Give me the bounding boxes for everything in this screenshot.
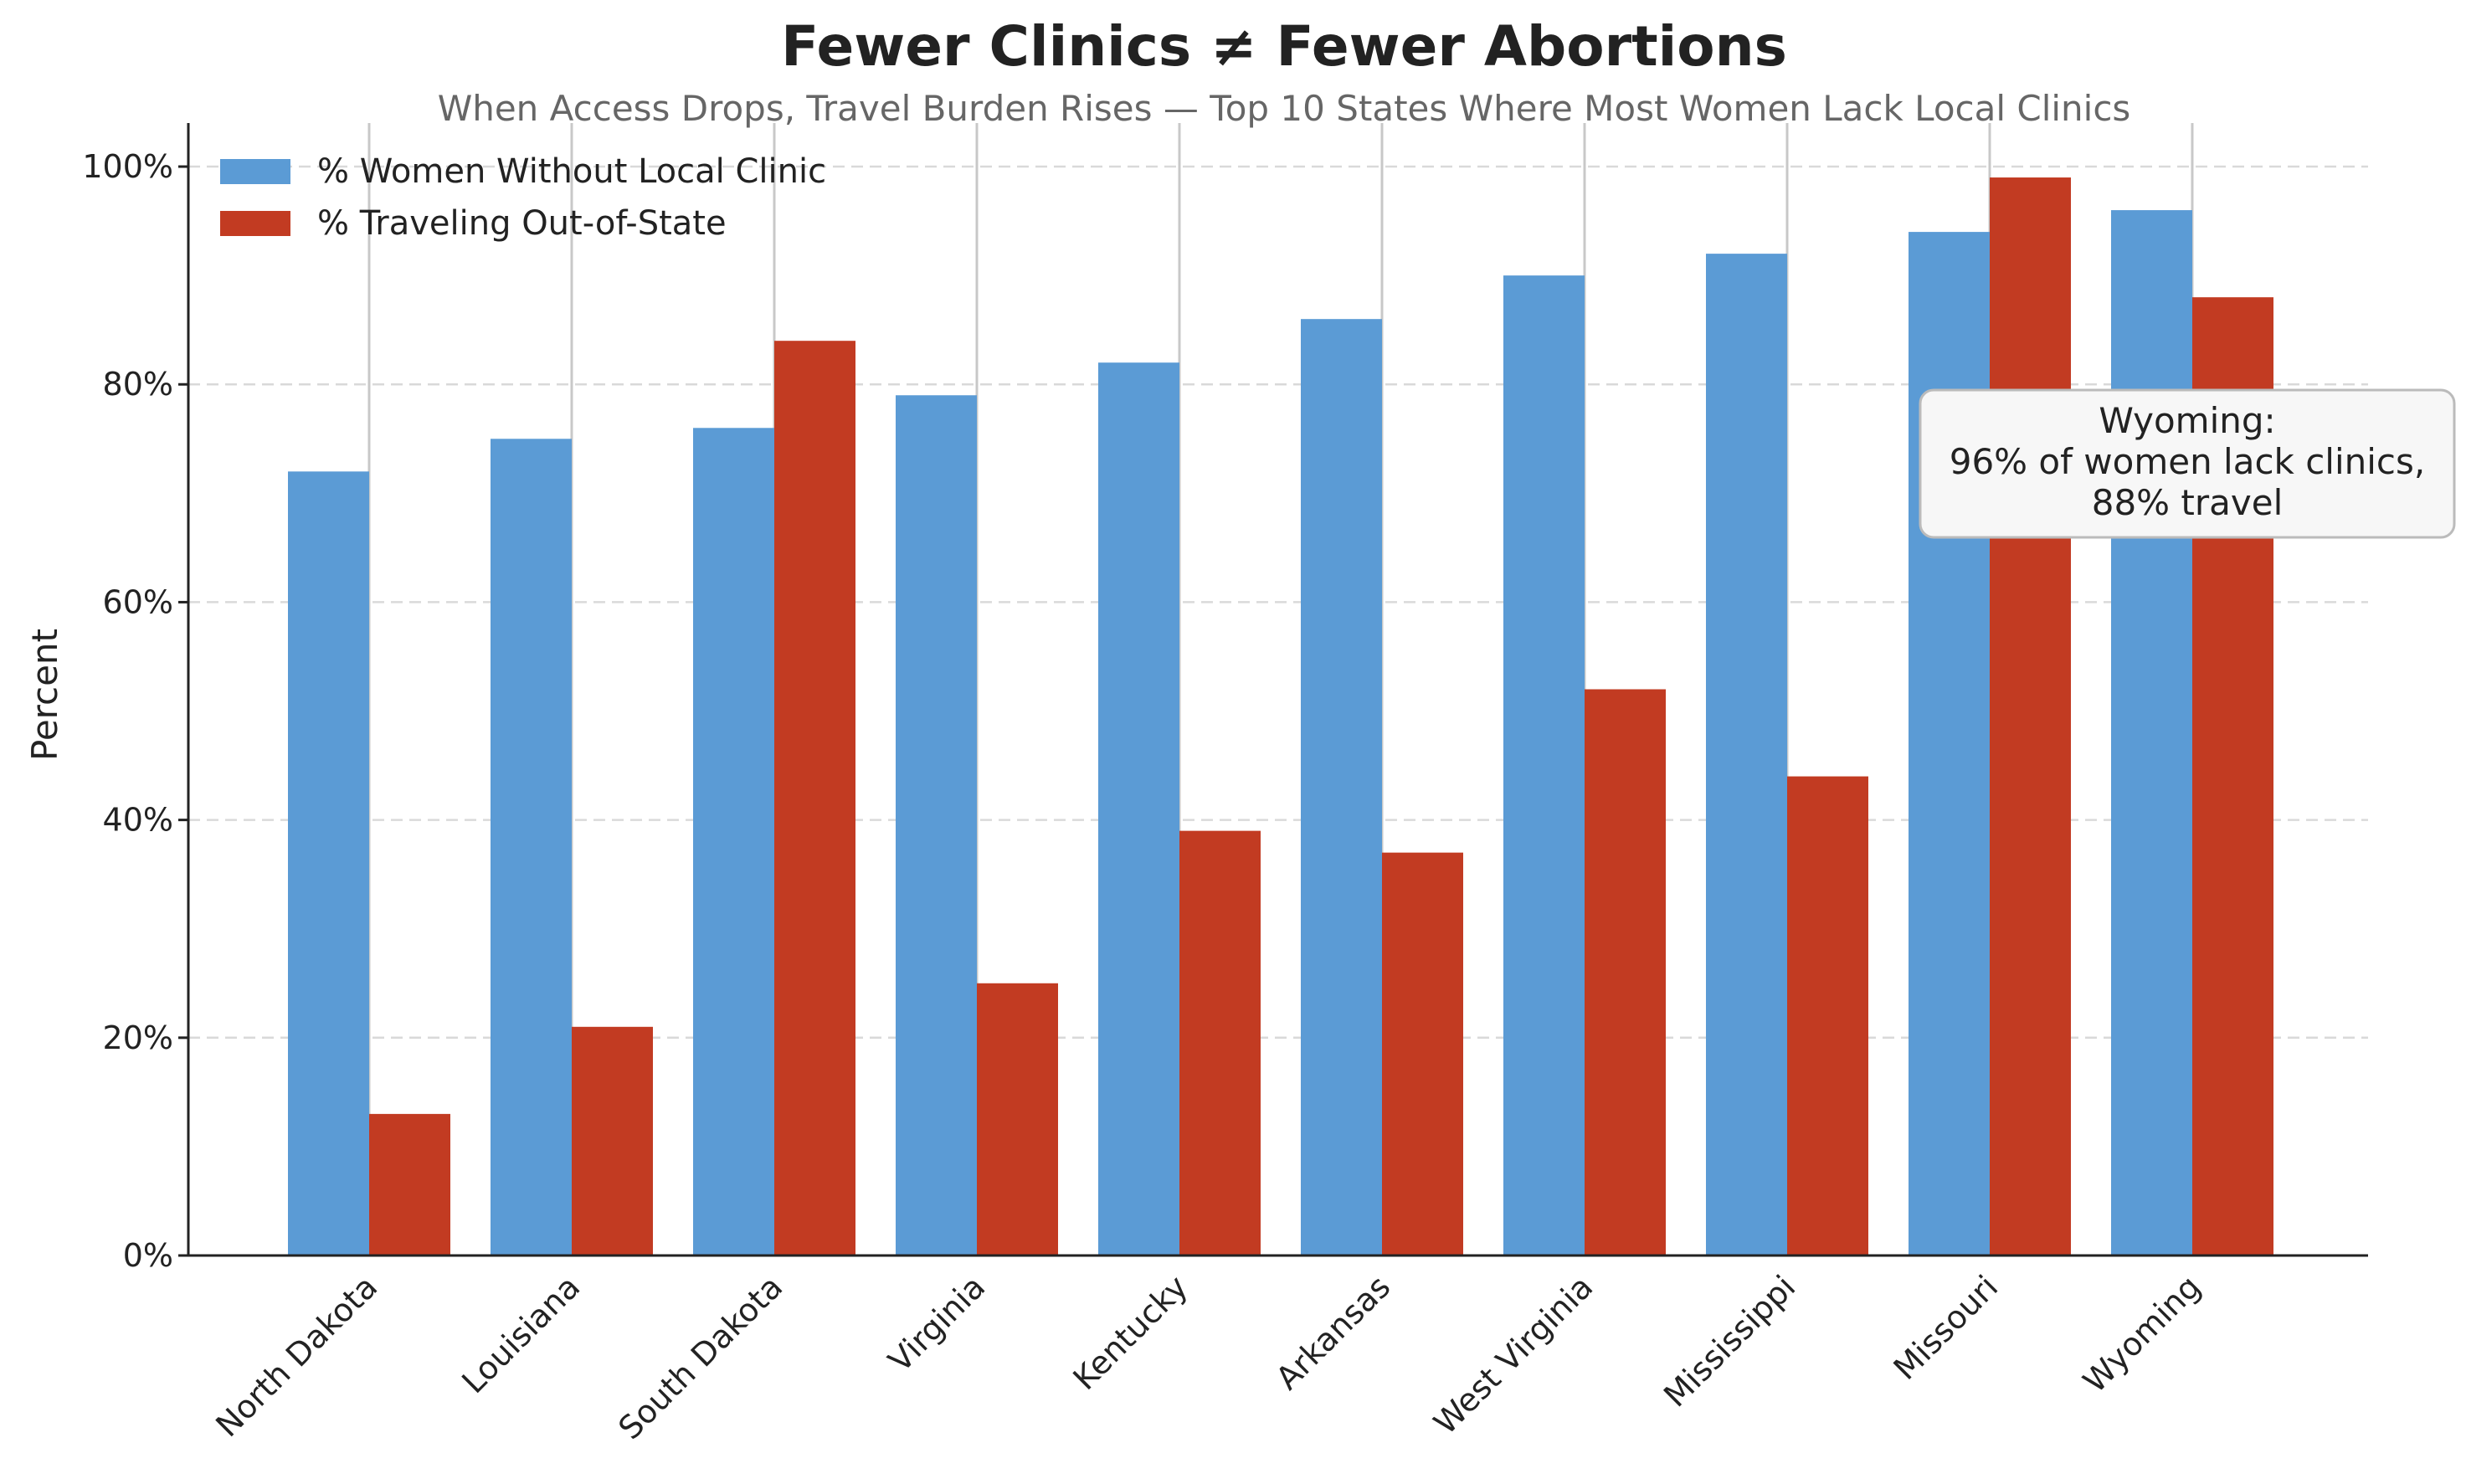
- chart-subtitle: When Access Drops, Travel Burden Rises —…: [438, 88, 2131, 129]
- bar: [1179, 830, 1261, 1255]
- x-tick-label: North Dakota: [208, 1268, 384, 1444]
- legend-label-series-2: % Traveling Out-of-State: [317, 204, 727, 243]
- bar: [1098, 362, 1179, 1255]
- legend-label-series-1: % Women Without Local Clinic: [317, 152, 826, 191]
- bar: [1585, 689, 1666, 1255]
- bar: [896, 395, 977, 1256]
- y-tick-label: 80%: [103, 366, 173, 403]
- bar: [1909, 232, 1990, 1255]
- bar: [774, 341, 855, 1255]
- bar: [977, 983, 1058, 1255]
- annotation-box: Wyoming: 96% of women lack clinics, 88% …: [1919, 388, 2456, 539]
- bar: [1382, 852, 1463, 1255]
- y-axis-label: Percent: [24, 629, 65, 761]
- bar: [491, 439, 572, 1255]
- bar: [1301, 319, 1382, 1255]
- y-tick-label: 100%: [82, 148, 173, 185]
- legend-swatch-series-2: [220, 211, 290, 236]
- bar: [1706, 254, 1787, 1256]
- annotation-line-3: 88% travel: [2092, 482, 2284, 523]
- x-tick-label: South Dakota: [611, 1268, 789, 1446]
- x-tick-label: Missouri: [1887, 1268, 2006, 1387]
- x-tick-label: Wyoming: [2076, 1268, 2207, 1399]
- bar: [2111, 210, 2192, 1256]
- bar: [572, 1026, 653, 1255]
- annotation-background: [1919, 388, 2456, 539]
- annotation-line-2: 96% of women lack clinics,: [1950, 441, 2426, 482]
- y-tick-label: 0%: [123, 1237, 173, 1274]
- bar: [1787, 776, 1868, 1255]
- y-ticks: 0% 20% 40% 60% 80% 100%: [82, 148, 188, 1274]
- x-ticks: North Dakota Louisiana South Dakota Virgini…: [208, 1268, 2207, 1446]
- bar: [1990, 177, 2071, 1255]
- bar: [288, 471, 369, 1255]
- legend-swatch-series-1: [220, 159, 290, 184]
- x-tick-label: Kentucky: [1066, 1268, 1195, 1397]
- x-tick-label: Mississippi: [1657, 1268, 1802, 1414]
- y-tick-label: 40%: [103, 802, 173, 839]
- annotation-line-1: Wyoming:: [2099, 400, 2275, 441]
- x-tick-label: Arkansas: [1269, 1268, 1398, 1397]
- chart-title: Fewer Clinics ≠ Fewer Abortions: [781, 14, 1787, 79]
- y-tick-label: 60%: [103, 583, 173, 620]
- x-tick-label: West Virginia: [1426, 1268, 1600, 1441]
- bars: [288, 177, 2273, 1256]
- y-tick-label: 20%: [103, 1019, 173, 1056]
- bar: [1503, 275, 1585, 1255]
- x-tick-label: Virginia: [881, 1268, 992, 1379]
- bar: [369, 1113, 450, 1255]
- bar: [693, 428, 774, 1255]
- x-tick-label: Louisiana: [455, 1268, 587, 1400]
- legend: % Women Without Local Clinic % Traveling…: [220, 152, 826, 243]
